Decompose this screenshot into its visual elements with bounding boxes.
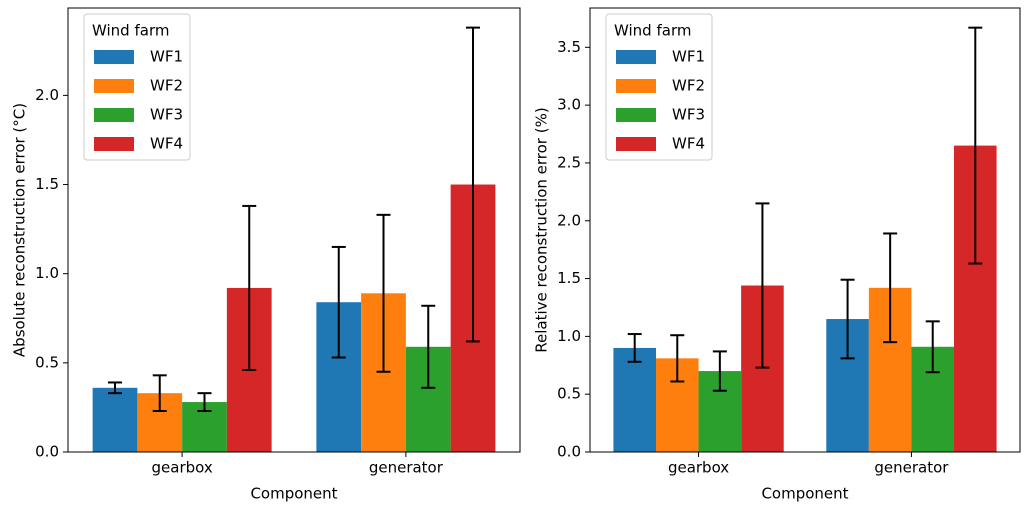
y-axis-label: Absolute reconstruction error (°C) — [11, 103, 29, 357]
legend-title: Wind farm — [92, 22, 169, 40]
legend-title: Wind farm — [614, 22, 691, 40]
error-bar — [197, 392, 212, 412]
legend-swatch — [94, 79, 134, 93]
legend-label: WF1 — [150, 48, 183, 66]
y-tick-label: 1.0 — [35, 264, 59, 282]
error-bar — [242, 204, 257, 371]
y-tick-label: 2.0 — [557, 211, 581, 229]
error-bar — [107, 381, 122, 395]
legend-label: WF4 — [672, 135, 705, 153]
plot-frame — [67, 7, 521, 453]
error-bar — [840, 278, 855, 360]
y-tick-label: 0.5 — [35, 353, 59, 371]
error-bar — [712, 350, 727, 392]
legend-label: WF3 — [150, 106, 183, 124]
legend-swatch — [616, 79, 656, 93]
x-axis-label: Component — [761, 485, 848, 503]
y-tick-label: 2.0 — [35, 86, 59, 104]
error-bar — [331, 245, 346, 359]
legend-label: WF2 — [150, 77, 183, 95]
y-tick-label: 0.0 — [35, 443, 59, 461]
legend-label: WF3 — [672, 106, 705, 124]
error-bar — [152, 374, 167, 412]
y-tick-label: 0.5 — [557, 385, 581, 403]
error-bar — [883, 232, 898, 344]
legend-swatch — [616, 50, 656, 64]
x-tick-label: gearbox — [152, 459, 213, 477]
y-tick-label: 1.5 — [557, 269, 581, 287]
error-bar — [466, 26, 481, 343]
legend-swatch — [616, 137, 656, 151]
plot-frame — [589, 7, 1021, 453]
y-tick-label: 3.0 — [557, 96, 581, 114]
legend-swatch — [94, 137, 134, 151]
y-tick-label: 1.0 — [557, 327, 581, 345]
error-bar — [755, 202, 770, 369]
error-bar — [968, 26, 983, 265]
x-axis-label: Component — [250, 485, 337, 503]
y-tick-label: 3.5 — [557, 38, 581, 56]
legend-label: WF2 — [672, 77, 705, 95]
bar — [92, 387, 138, 452]
legend-label: WF4 — [150, 135, 183, 153]
error-bar — [925, 320, 940, 374]
legend-swatch — [94, 108, 134, 122]
legend-label: WF1 — [672, 48, 705, 66]
error-bar — [627, 333, 642, 363]
error-bar — [376, 213, 391, 373]
y-tick-label: 1.5 — [35, 175, 59, 193]
x-tick-label: generator — [874, 459, 949, 477]
error-bar — [421, 304, 436, 389]
y-axis-label: Relative reconstruction error (%) — [533, 107, 551, 352]
error-bar — [670, 334, 685, 383]
x-tick-label: gearbox — [668, 459, 729, 477]
legend-swatch — [616, 108, 656, 122]
legend-swatch — [94, 50, 134, 64]
y-tick-label: 0.0 — [557, 443, 581, 461]
y-tick-label: 2.5 — [557, 153, 581, 171]
x-tick-label: generator — [369, 459, 444, 477]
bar — [613, 347, 656, 452]
